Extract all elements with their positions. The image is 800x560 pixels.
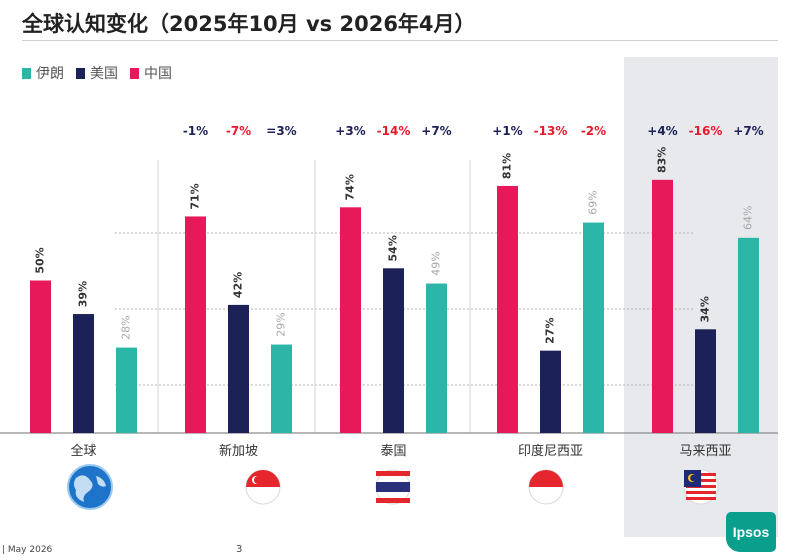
- value-label-singapore-china: 71%: [189, 183, 202, 209]
- value-label-thailand-iran: 49%: [430, 251, 443, 275]
- bar-thailand-china: [340, 207, 361, 433]
- footer-date: | May 2026: [2, 545, 53, 555]
- change-label-singapore-iran: =3%: [266, 124, 296, 138]
- category-label-indonesia: 印度尼西亚: [518, 443, 583, 459]
- change-label-malaysia-iran: +7%: [733, 124, 763, 138]
- bar-thailand-usa: [383, 268, 404, 433]
- category-label-singapore: 新加坡: [219, 443, 258, 459]
- value-label-global-usa: 39%: [77, 281, 90, 307]
- value-label-thailand-china: 74%: [344, 174, 357, 200]
- legend-label-china: 中国: [144, 66, 172, 82]
- malaysia-flag-icon: [683, 469, 719, 505]
- legend: 伊朗 美国 中国: [22, 63, 172, 83]
- bar-singapore-usa: [228, 304, 249, 433]
- bars-layer: [30, 179, 759, 433]
- category-label-global: 全球: [70, 443, 96, 459]
- change-labels-layer: -1% -7% =3% +3% -14% +7% +1% -13% -2% +4% -16% +7%: [183, 124, 764, 138]
- thailand-flag-icon: [375, 469, 411, 505]
- change-label-thailand-china: +3%: [335, 124, 365, 138]
- bar-global-china: [30, 280, 51, 433]
- page-number: 3: [236, 544, 243, 555]
- change-label-indonesia-china: +1%: [492, 124, 522, 138]
- change-label-malaysia-usa: -16%: [689, 124, 723, 138]
- value-label-indonesia-china: 81%: [501, 153, 514, 179]
- title-divider: [22, 40, 778, 41]
- globe-icon: [67, 464, 113, 510]
- bar-singapore-china: [185, 216, 206, 433]
- legend-swatch-usa: [76, 67, 85, 79]
- change-label-indonesia-iran: -2%: [581, 124, 606, 138]
- value-label-singapore-iran: 29%: [275, 312, 288, 336]
- change-label-thailand-usa: -14%: [377, 124, 411, 138]
- bar-thailand-iran: [426, 283, 447, 433]
- value-label-global-iran: 28%: [120, 315, 133, 339]
- bar-global-iran: [116, 347, 137, 433]
- bar-indonesia-usa: [540, 350, 561, 433]
- category-label-malaysia: 马来西亚: [679, 444, 731, 459]
- value-label-malaysia-china: 83%: [656, 147, 669, 173]
- legend-item-china: 中国: [130, 63, 172, 83]
- category-label-thailand: 泰国: [380, 444, 406, 459]
- bar-indonesia-china: [497, 185, 518, 433]
- value-label-singapore-usa: 42%: [232, 272, 245, 298]
- singapore-flag-icon: [245, 469, 281, 505]
- bar-malaysia-usa: [695, 329, 716, 433]
- change-label-malaysia-china: +4%: [647, 124, 677, 138]
- legend-label-usa: 美国: [90, 66, 118, 82]
- bar-malaysia-iran: [738, 237, 759, 433]
- value-label-thailand-usa: 54%: [387, 235, 400, 261]
- legend-swatch-china: [130, 67, 139, 79]
- legend-label-iran: 伊朗: [36, 66, 64, 82]
- change-label-singapore-usa: -7%: [226, 124, 251, 138]
- legend-item-usa: 美国: [76, 63, 118, 83]
- value-label-indonesia-iran: 69%: [587, 190, 600, 214]
- value-label-malaysia-usa: 34%: [699, 296, 712, 322]
- bar-singapore-iran: [271, 344, 292, 433]
- value-label-malaysia-iran: 64%: [742, 206, 755, 230]
- change-label-indonesia-usa: -13%: [534, 124, 568, 138]
- indonesia-flag-icon: [528, 469, 564, 505]
- page-title: 全球认知变化（2025年10月 vs 2026年4月）: [22, 12, 476, 36]
- change-label-thailand-iran: +7%: [421, 124, 451, 138]
- value-label-indonesia-usa: 27%: [544, 317, 557, 343]
- ipsos-logo-text: Ipsos: [732, 524, 770, 540]
- change-label-singapore-china: -1%: [183, 124, 208, 138]
- bar-indonesia-iran: [583, 222, 604, 433]
- category-labels-layer: 全球 新加坡 泰国 印度尼西亚 马来西亚: [70, 443, 731, 459]
- bar-malaysia-china: [652, 179, 673, 433]
- value-labels-layer: 50% 39% 28% 71% 42% 29% 74% 54% 49% 81% 27% 69% 83% 3…: [34, 147, 755, 344]
- legend-swatch-iran: [22, 67, 31, 79]
- value-label-global-china: 50%: [34, 247, 47, 273]
- legend-item-iran: 伊朗: [22, 63, 64, 83]
- bar-global-usa: [73, 314, 94, 433]
- ipsos-logo: Ipsos: [726, 512, 776, 552]
